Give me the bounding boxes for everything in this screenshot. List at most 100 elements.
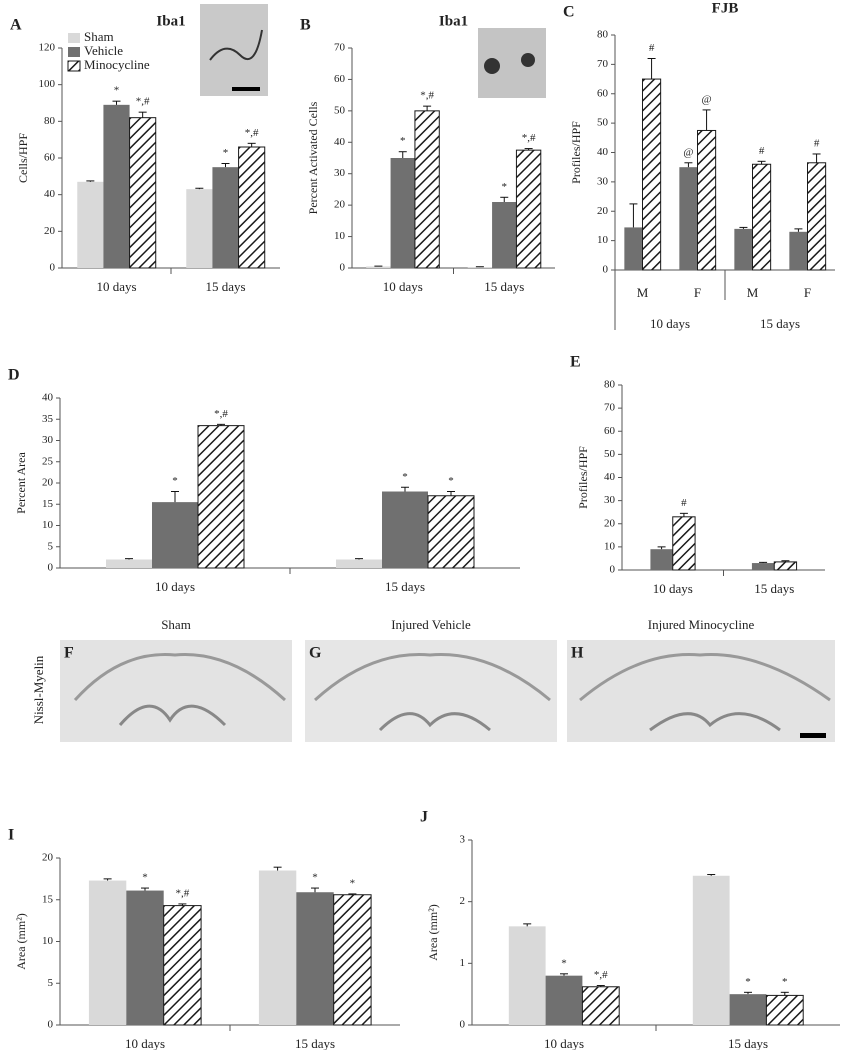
y-tick-label: 5 [48,977,54,989]
bar [624,227,643,270]
bar [126,890,164,1025]
y-tick-label: 0 [340,262,346,274]
significance-label: # [681,497,687,509]
y-tick-label: 20 [334,199,346,211]
significance-label: * [400,135,406,147]
bar [789,231,808,270]
panel-letter: A [10,17,22,34]
scale-bar [232,87,260,91]
y-tick-label: 40 [604,471,616,483]
chart-title: FJB [712,0,739,16]
significance-label: * [114,85,120,97]
bar [773,561,798,571]
significance-label: * [402,471,408,483]
y-tick-label: 40 [334,136,346,148]
bar [672,516,696,571]
panel-letter: C [563,4,575,21]
bar [650,549,673,570]
y-tick-label: 0 [48,562,54,574]
x-tick-label: 15 days [484,279,524,294]
panel-letter: F [64,645,74,662]
significance-label: *,# [245,127,259,139]
x-tick-label: 10 days [653,581,693,596]
y-tick-label: 60 [604,425,616,437]
bar [238,146,266,269]
x-tick-label: F [804,285,811,300]
x-tick-label: 10 days [383,279,423,294]
y-tick-label: 40 [42,392,54,404]
significance-label: * [312,872,318,884]
panel-letter: J [420,809,428,826]
x-tick-label: 15 days [295,1036,335,1050]
bar [734,228,753,270]
panel-letter: E [570,354,581,371]
significance-label: * [448,475,454,487]
bar [333,894,372,1026]
y-tick-label: 10 [597,234,609,246]
significance-label: * [172,475,178,487]
bar [212,167,239,268]
y-tick-label: 80 [604,379,616,391]
panel-letter: G [309,645,322,662]
significance-label: * [782,976,788,988]
bar [515,149,542,269]
significance-label: # [649,42,655,54]
panel-letter: I [8,827,14,844]
legend-swatch [68,33,80,43]
x-tick-label: M [637,285,649,300]
y-tick-label: 0 [48,1019,54,1031]
y-tick-label: 20 [604,517,616,529]
y-tick-label: 30 [42,434,54,446]
y-tick-label: 20 [44,225,56,237]
x-tick-label: 10 days [96,279,136,294]
y-tick-label: 60 [44,152,56,164]
y-tick-label: 0 [603,264,609,276]
x-tick-label: 15 days [728,1036,768,1050]
significance-label: * [745,976,751,988]
significance-label: @ [702,93,712,105]
photo-title: Injured Vehicle [391,617,471,632]
panel-letter: D [8,367,20,384]
y-tick-label: 20 [597,205,609,217]
significance-label: * [350,877,356,889]
bar [77,181,104,268]
brain-photos [60,640,835,742]
bar [692,875,730,1025]
stain-label: Nissl-Myelin [31,655,46,724]
bar [197,425,245,569]
group-label: 10 days [650,316,690,331]
y-tick-label: 3 [460,834,466,846]
y-tick-label: 30 [597,175,609,187]
y-tick-label: 30 [334,167,346,179]
bar [163,905,202,1026]
y-axis-label: Profiles/HPF [569,121,583,184]
y-tick-label: 80 [597,29,609,41]
legend-swatch [68,47,80,57]
y-tick-label: 35 [42,413,54,425]
bar [152,502,198,568]
bar [545,975,583,1025]
significance-label: # [759,145,765,157]
x-tick-label: 15 days [205,279,245,294]
y-tick-label: 5 [48,540,54,552]
y-tick-label: 0 [50,262,56,274]
bar [679,167,698,270]
legend-swatch [67,60,81,72]
y-tick-label: 100 [39,78,56,90]
x-tick-label: M [747,285,759,300]
y-tick-label: 70 [604,402,616,414]
y-tick-label: 10 [604,540,616,552]
panel-letter: H [571,645,584,662]
y-tick-label: 15 [42,498,54,510]
bar [697,129,717,271]
legend-label: Vehicle [84,43,123,58]
inset-cell [209,29,263,61]
y-tick-label: 60 [597,87,609,99]
y-tick-label: 120 [39,42,56,54]
chart-title: Iba1 [156,13,185,29]
bar [508,926,546,1025]
y-tick-label: 2 [460,895,466,907]
x-tick-label: F [694,285,701,300]
significance-label: @ [683,146,693,158]
y-axis-label: Area (mm²) [426,904,440,961]
